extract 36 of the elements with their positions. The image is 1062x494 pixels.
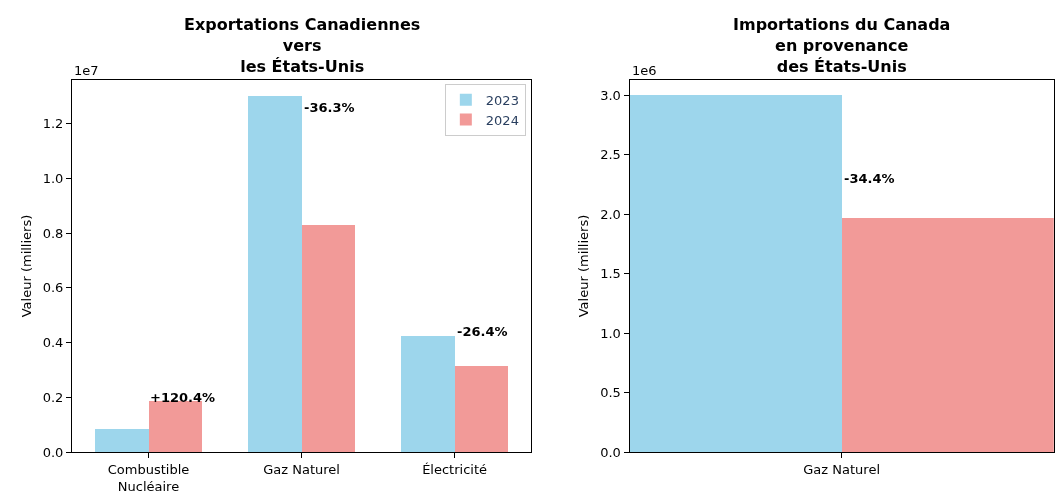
- annotation: +120.4%: [150, 390, 216, 405]
- y-axis-title: Valeur (milliers): [18, 214, 34, 318]
- y-tick-label: 3.0: [600, 88, 621, 103]
- y-tick-label: 0.5: [600, 385, 621, 401]
- x-tick-label: Gaz Naturel: [263, 461, 340, 477]
- y-tick-label: 1.2: [42, 116, 64, 132]
- y-tick-label: 0.2: [42, 389, 64, 405]
- bar: [301, 225, 355, 452]
- y-tick-label: 0.0: [42, 444, 64, 460]
- legend-label: 2024: [485, 112, 519, 128]
- y-axis-title: Valeur (milliers): [576, 214, 592, 318]
- y-tick-label: 2.0: [600, 206, 621, 222]
- legend-label: 2023: [485, 92, 519, 108]
- bar: [454, 366, 508, 452]
- text: 1e7: [74, 63, 99, 78]
- x-tick-label: Électricité: [422, 461, 488, 477]
- x-tick-label: Gaz Naturel: [803, 461, 880, 477]
- chart-title: Exportations Canadiennes vers les États-Unis: [184, 15, 421, 76]
- y-tick-label: 1.0: [42, 171, 64, 187]
- y-tick-label: 0.0: [600, 444, 621, 460]
- text: 1e6: [632, 63, 657, 78]
- annotation: -34.4%: [844, 171, 895, 186]
- chart-title: Importations du Canada en provenance des États-Unis: [733, 15, 951, 76]
- y-tick-label: 1.5: [600, 266, 621, 282]
- y-tick-label: 2.5: [600, 147, 621, 163]
- bar: [247, 96, 302, 452]
- bar: [94, 429, 149, 452]
- y-tick-label: 0.6: [42, 280, 64, 296]
- y-tick-label: 1.0: [600, 325, 621, 341]
- bar: [400, 336, 455, 452]
- y-tick-label: 0.8: [42, 225, 64, 241]
- annotation: -26.4%: [457, 324, 508, 339]
- annotation: -36.3%: [304, 100, 355, 115]
- bar: [148, 401, 202, 452]
- y-tick-label: 0.4: [42, 335, 64, 351]
- x-tick-label: Combustible Nucléaire: [107, 461, 190, 494]
